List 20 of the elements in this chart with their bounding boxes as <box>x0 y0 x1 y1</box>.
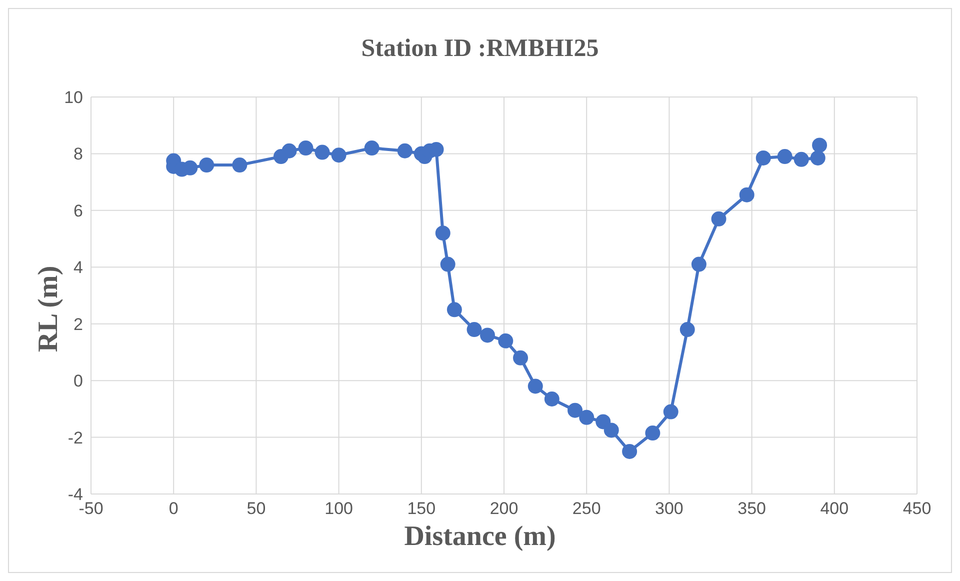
y-tick-label: 8 <box>74 144 83 164</box>
x-tick-label: 0 <box>168 499 178 518</box>
x-tick-label: 350 <box>738 499 766 518</box>
x-tick-label: 450 <box>902 499 932 518</box>
y-axis-title: RL (m) <box>33 266 65 352</box>
y-tick-label: 0 <box>74 372 83 391</box>
y-tick-label: 2 <box>74 314 83 334</box>
x-tick-label: 300 <box>655 499 684 518</box>
y-tick-label: -2 <box>68 428 83 448</box>
y-tick-label: 4 <box>74 258 83 278</box>
x-tick-label: 150 <box>407 499 436 518</box>
y-tick-label: 6 <box>74 201 83 220</box>
y-tick-label: 10 <box>64 88 83 108</box>
x-tick-label: 400 <box>820 499 849 518</box>
x-tick-label: 100 <box>324 499 353 518</box>
x-tick-label: 250 <box>572 499 601 518</box>
x-tick-label: 50 <box>246 499 266 518</box>
x-axis-title: Distance (m) <box>403 521 557 553</box>
x-tick-label: 200 <box>490 499 518 518</box>
chart-title: Station ID :RMBHI25 <box>360 35 600 63</box>
